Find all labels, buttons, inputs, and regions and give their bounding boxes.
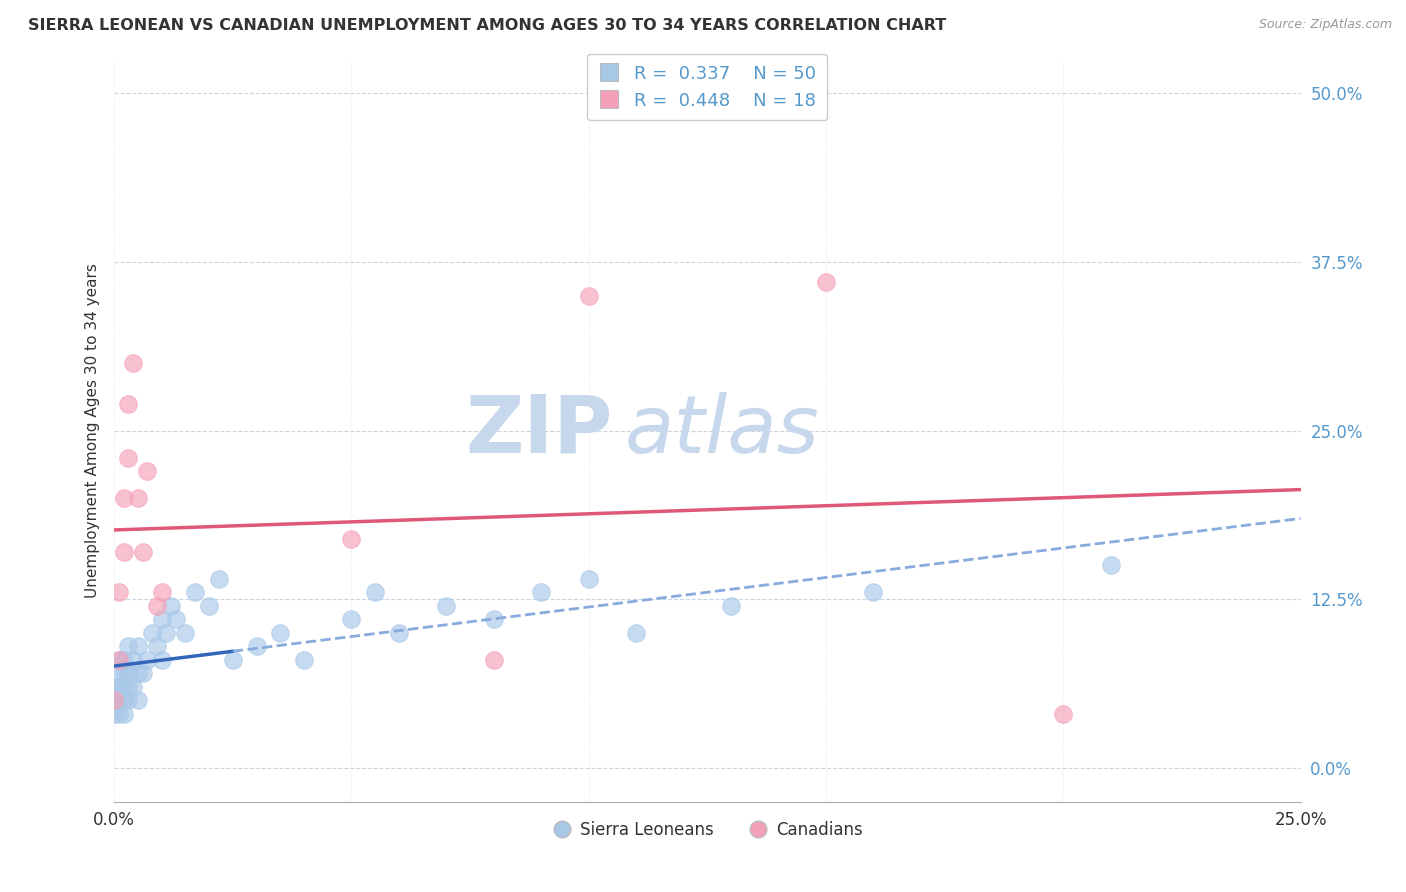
- Text: atlas: atlas: [624, 392, 820, 469]
- Point: [340, 612, 363, 626]
- Point: [108, 680, 131, 694]
- Point: [117, 680, 139, 694]
- Point: [150, 653, 173, 667]
- Point: [1052, 706, 1074, 721]
- Point: [146, 640, 169, 654]
- Point: [434, 599, 457, 613]
- Point: [112, 653, 135, 667]
- Point: [108, 653, 131, 667]
- Point: [103, 693, 125, 707]
- Point: [269, 626, 291, 640]
- Point: [155, 626, 177, 640]
- Point: [131, 545, 153, 559]
- Point: [127, 640, 149, 654]
- Point: [127, 666, 149, 681]
- Point: [184, 585, 207, 599]
- Point: [112, 545, 135, 559]
- Point: [103, 693, 125, 707]
- Text: Source: ZipAtlas.com: Source: ZipAtlas.com: [1258, 18, 1392, 31]
- Point: [578, 572, 600, 586]
- Y-axis label: Unemployment Among Ages 30 to 34 years: Unemployment Among Ages 30 to 34 years: [86, 263, 100, 598]
- Point: [530, 585, 553, 599]
- Point: [388, 626, 411, 640]
- Point: [720, 599, 742, 613]
- Point: [340, 532, 363, 546]
- Point: [127, 693, 149, 707]
- Point: [117, 693, 139, 707]
- Point: [127, 491, 149, 505]
- Point: [862, 585, 884, 599]
- Point: [108, 693, 131, 707]
- Point: [131, 666, 153, 681]
- Point: [245, 640, 267, 654]
- Point: [174, 626, 197, 640]
- Point: [108, 706, 131, 721]
- Point: [108, 653, 131, 667]
- Point: [117, 450, 139, 465]
- Point: [364, 585, 387, 599]
- Point: [150, 585, 173, 599]
- Point: [292, 653, 315, 667]
- Point: [112, 706, 135, 721]
- Point: [122, 680, 145, 694]
- Point: [207, 572, 229, 586]
- Point: [112, 693, 135, 707]
- Point: [150, 612, 173, 626]
- Point: [146, 599, 169, 613]
- Point: [103, 706, 125, 721]
- Point: [141, 626, 163, 640]
- Point: [122, 653, 145, 667]
- Point: [103, 680, 125, 694]
- Point: [136, 653, 159, 667]
- Point: [814, 275, 837, 289]
- Point: [222, 653, 245, 667]
- Point: [117, 666, 139, 681]
- Point: [578, 288, 600, 302]
- Text: ZIP: ZIP: [465, 392, 613, 469]
- Point: [624, 626, 647, 640]
- Point: [1099, 558, 1122, 573]
- Point: [112, 680, 135, 694]
- Legend: Sierra Leoneans, Canadians: Sierra Leoneans, Canadians: [546, 814, 869, 846]
- Point: [112, 666, 135, 681]
- Point: [165, 612, 187, 626]
- Text: SIERRA LEONEAN VS CANADIAN UNEMPLOYMENT AMONG AGES 30 TO 34 YEARS CORRELATION CH: SIERRA LEONEAN VS CANADIAN UNEMPLOYMENT …: [28, 18, 946, 33]
- Point: [108, 585, 131, 599]
- Point: [112, 491, 135, 505]
- Point: [108, 666, 131, 681]
- Point: [117, 396, 139, 410]
- Point: [198, 599, 221, 613]
- Point: [482, 612, 505, 626]
- Point: [482, 653, 505, 667]
- Point: [160, 599, 183, 613]
- Point: [136, 464, 159, 478]
- Point: [117, 640, 139, 654]
- Point: [122, 356, 145, 370]
